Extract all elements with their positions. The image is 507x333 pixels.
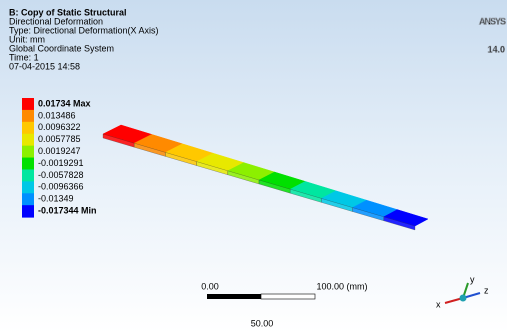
legend-label: -0.0057828 [38, 170, 84, 180]
brand-version: 14.0 [487, 44, 505, 54]
result-line: 07-04-2015 14:58 [9, 61, 80, 71]
legend-label: -0.0019291 [38, 158, 84, 168]
legend-swatch [22, 122, 34, 134]
scale-label: 100.00 (mm) [316, 281, 367, 291]
triad-label: x [436, 299, 441, 309]
legend: 0.01734 Max 0.013486 0.0096322 0.0057785 0.0… [22, 98, 97, 218]
scale-label: 0.00 [201, 281, 219, 291]
triad-label: y [470, 274, 475, 284]
legend-swatch [22, 193, 34, 205]
legend-swatch [22, 98, 34, 110]
legend-label: 0.0019247 [38, 146, 81, 156]
legend-swatch [22, 134, 34, 146]
legend-label: -0.0096366 [38, 182, 84, 192]
viewport: B: Copy of Static Structural Directional… [0, 0, 507, 333]
legend-label: 0.013486 [38, 110, 76, 120]
scale-label: 50.00 [251, 318, 274, 328]
legend-label: 0.01734 Max [38, 98, 91, 108]
legend-label: 0.0096322 [38, 122, 81, 132]
legend-swatch [22, 146, 34, 158]
axis-triad: y x z [436, 274, 489, 309]
legend-swatch [22, 169, 34, 181]
legend-label: -0.017344 Min [38, 205, 97, 215]
legend-label: -0.01349 [38, 194, 74, 204]
model [103, 125, 428, 230]
legend-swatch [22, 181, 34, 193]
scale-segment [207, 294, 261, 299]
triad-label: z [484, 285, 489, 295]
legend-label: 0.0057785 [38, 134, 81, 144]
scale-segment [261, 294, 315, 299]
legend-swatch [22, 110, 34, 122]
scale-bar: 0.00 100.00 (mm) 50.00 [201, 281, 367, 328]
triad-origin [460, 295, 467, 302]
scene: B: Copy of Static Structural Directional… [0, 0, 507, 333]
legend-swatch [22, 158, 34, 170]
brand-logo: ANSYS [479, 16, 506, 26]
legend-swatch [22, 205, 34, 217]
